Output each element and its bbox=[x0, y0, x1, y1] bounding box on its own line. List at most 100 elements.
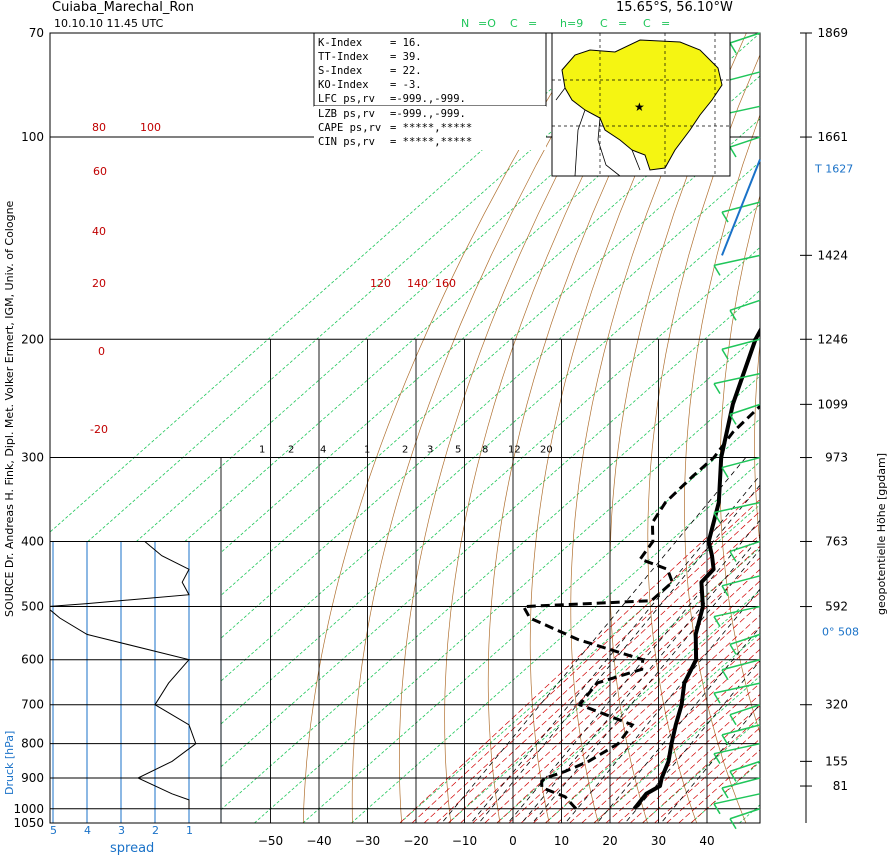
height-tick-label: 763 bbox=[825, 534, 848, 548]
mixing-ratio-line bbox=[624, 660, 760, 823]
isotherm-line bbox=[50, 33, 615, 533]
dry-adiabat bbox=[302, 33, 588, 823]
potential-temperature-label: 80 bbox=[92, 121, 106, 134]
cloud-ch-label: C bbox=[643, 17, 651, 30]
pressure-tick-label: 500 bbox=[21, 600, 44, 614]
moist-adiabat bbox=[448, 534, 760, 823]
mixing-ratio-line bbox=[441, 457, 747, 823]
index-value: =-999.,-999. bbox=[390, 108, 466, 120]
isotherm-line bbox=[50, 75, 760, 705]
wind-barb-icon bbox=[721, 585, 729, 597]
index-value: = 39. bbox=[390, 51, 422, 63]
mixing-ratio-line bbox=[596, 626, 760, 823]
dry-adiabat bbox=[444, 33, 657, 823]
wind-barb-icon bbox=[729, 714, 737, 726]
wind-barb-icon bbox=[729, 42, 737, 54]
isotherm-line bbox=[254, 375, 760, 823]
wind-barb-icon bbox=[713, 501, 761, 514]
wind-barb-icon bbox=[729, 551, 737, 562]
height-tick-label: 1869 bbox=[817, 26, 848, 40]
potential-temperature-label: 60 bbox=[93, 165, 107, 178]
wind-barb-icon bbox=[729, 704, 761, 716]
potential-temperature-label: 160 bbox=[435, 277, 456, 290]
spread-tick-label: 4 bbox=[84, 824, 91, 837]
mixing-ratio-label: 4 bbox=[320, 445, 326, 456]
isotherm-line bbox=[50, 33, 760, 662]
potential-temperature-label: 140 bbox=[407, 277, 428, 290]
source-credit: SOURCE Dr. Andreas H. Fink, Dipl. Met. V… bbox=[3, 200, 16, 617]
dry-adiabat bbox=[719, 194, 760, 735]
wind-barb-icon bbox=[721, 724, 761, 736]
dry-adiabat bbox=[647, 53, 760, 823]
pressure-tick-label: 70 bbox=[29, 26, 44, 40]
cloud-cm-label: C bbox=[600, 17, 608, 30]
wind-barb-icon bbox=[729, 633, 761, 646]
index-label: LFC ps,rv bbox=[318, 93, 375, 105]
wind-barb-icon bbox=[729, 770, 737, 782]
wind-barb-icon bbox=[721, 348, 729, 360]
temperature-tick-label: 30 bbox=[651, 834, 666, 848]
height-tick-label: 320 bbox=[825, 698, 848, 712]
moist-adiabat bbox=[496, 580, 760, 823]
cloud-codes: N =O C = h=9 C = C = bbox=[461, 17, 670, 30]
mixing-ratio-label: 8 bbox=[482, 445, 488, 456]
dry-adiabat bbox=[754, 341, 760, 547]
brazil-shape bbox=[561, 39, 723, 171]
pressure-tick-label: 900 bbox=[21, 771, 44, 785]
spread-panel: 5 4 3 2 1 bbox=[50, 540, 222, 837]
wind-barb-icon bbox=[729, 760, 761, 773]
wind-barb-icon bbox=[729, 818, 737, 830]
height-tick-label: 155 bbox=[825, 754, 848, 768]
temperature-tick-label: −10 bbox=[452, 834, 477, 848]
wind-barb-icon bbox=[729, 540, 761, 553]
moist-adiabat bbox=[630, 705, 760, 823]
isotherm-line bbox=[50, 33, 712, 619]
wind-barb-icon bbox=[729, 146, 737, 158]
moist-adiabat bbox=[436, 522, 760, 823]
potential-temperature-label: 20 bbox=[92, 277, 106, 290]
wind-barb-icon bbox=[721, 777, 761, 789]
temperature-tick-label: 10 bbox=[554, 834, 569, 848]
height-axis-label: geopotentielle Höhe [gpdam] bbox=[875, 453, 888, 615]
mixing-ratio-label: 1 bbox=[364, 445, 370, 456]
mixing-ratio-line bbox=[565, 588, 760, 823]
wind-barb-icon bbox=[713, 616, 721, 627]
height-tick-label: 1424 bbox=[817, 248, 848, 262]
index-value: = -3. bbox=[390, 79, 422, 91]
wind-barb-icon bbox=[713, 692, 721, 704]
mixing-ratio-label: 2 bbox=[288, 445, 294, 456]
pressure-tick-label: 400 bbox=[21, 534, 44, 548]
mixing-ratio-label: 2 bbox=[402, 445, 408, 456]
temperature-tick-label: −30 bbox=[355, 834, 380, 848]
station-coordinates: 15.65°S, 56.10°W bbox=[616, 0, 733, 15]
wind-barb-icon bbox=[729, 643, 737, 655]
wind-barb-icon bbox=[713, 264, 721, 276]
moist-adiabat bbox=[666, 738, 760, 823]
wind-barb-icon bbox=[721, 787, 729, 799]
mixing-ratio-label: 1 bbox=[259, 445, 265, 456]
pressure-tick-label: 100 bbox=[21, 130, 44, 144]
potential-temperature-label: 120 bbox=[370, 277, 391, 290]
stability-indices-box: K-Index = 16. TT-Index = 39. S-Index = 22. KO-… bbox=[313, 32, 547, 150]
height-tick-label: 1246 bbox=[817, 332, 848, 346]
moist-adiabat bbox=[678, 749, 760, 823]
pressure-tick-label: 1000 bbox=[13, 802, 44, 816]
potential-temperature-label: 0 bbox=[98, 345, 105, 358]
mixing-ratio-line bbox=[507, 519, 760, 823]
station-marker-icon: ★ bbox=[634, 100, 645, 114]
observation-time: 10.10.10 11.45 UTC bbox=[54, 17, 164, 30]
mixing-ratio-line bbox=[532, 548, 760, 823]
wind-barb-icon bbox=[721, 669, 729, 681]
temperature-tick-label: 0 bbox=[509, 834, 517, 848]
wind-barb-icon bbox=[721, 734, 729, 746]
pressure-tick-label: 200 bbox=[21, 332, 44, 346]
moist-adiabat bbox=[642, 716, 760, 823]
index-label: CAPE ps,rv bbox=[318, 122, 381, 134]
wind-barb-icon bbox=[713, 803, 721, 815]
index-label: CIN ps,rv bbox=[318, 136, 375, 148]
isotherm-line bbox=[205, 332, 760, 823]
pressure-tick-label: 1050 bbox=[13, 816, 44, 830]
index-value: = 22. bbox=[390, 65, 422, 77]
wind-barb-icon bbox=[729, 403, 761, 416]
